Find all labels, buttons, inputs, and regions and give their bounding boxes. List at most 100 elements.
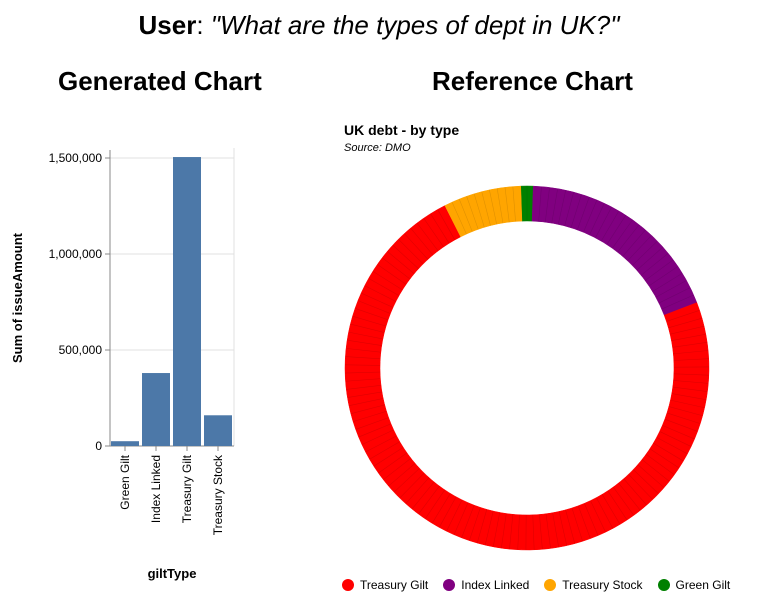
slice-segment-line xyxy=(648,266,679,287)
slice-segment-line xyxy=(352,315,387,327)
generated-chart-heading: Generated Chart xyxy=(58,66,262,96)
slice-segment-line xyxy=(668,317,703,329)
slice-segment-line xyxy=(484,510,494,546)
slice-segment-line xyxy=(595,206,612,239)
slice-segment-line xyxy=(640,253,669,276)
bar xyxy=(204,415,232,446)
slice-segment-line xyxy=(476,509,488,544)
slice-segment-line xyxy=(368,278,400,296)
x-tick-label: Index Linked xyxy=(149,455,163,523)
reference-chart-subtitle: Source: DMO xyxy=(344,142,411,154)
slice-segment-line xyxy=(364,285,397,302)
slice-segment-line xyxy=(613,486,635,516)
slice-segment-line xyxy=(423,218,444,248)
slice-segment-line xyxy=(600,210,620,242)
slice-segment-line xyxy=(438,496,457,528)
slice-segment-line xyxy=(357,300,391,314)
slice-segment-line xyxy=(377,264,407,285)
slice-segment-line xyxy=(539,514,543,550)
slice-segment-line xyxy=(632,240,658,266)
slice-segment-line xyxy=(418,485,440,515)
slice-segment-line xyxy=(672,386,708,392)
slice-segment-line xyxy=(489,189,497,225)
legend-swatch xyxy=(544,579,557,591)
slice-segment-line xyxy=(410,227,434,256)
slice-segment-line xyxy=(617,224,640,253)
slice-segment-line xyxy=(473,193,485,228)
slice-segment-line xyxy=(365,435,397,453)
slice-segment-line xyxy=(545,513,551,549)
slice-segment-line xyxy=(666,310,700,322)
slice-segment-line xyxy=(612,219,633,249)
slice-segment-line xyxy=(469,507,481,541)
slice-segment-line xyxy=(673,358,709,361)
slice-segment-line xyxy=(644,259,674,281)
slice-segment-line xyxy=(348,398,384,406)
bar xyxy=(173,157,201,446)
slice-segment-line xyxy=(372,271,403,291)
slice-segment-line xyxy=(601,494,621,525)
slice-segment-line xyxy=(570,194,582,228)
slice-segment-line xyxy=(669,325,705,335)
slice-segment-line xyxy=(345,364,381,366)
slice-segment-line xyxy=(388,463,416,487)
slice-segment-line xyxy=(393,468,420,493)
slice-segment-line xyxy=(350,323,385,333)
slice-segment-line xyxy=(361,292,394,308)
slice-segment-line xyxy=(461,505,475,538)
generated-bar-chart: 0 500,000 1,000,000 1,500,000 Green Gilt Inde… xyxy=(10,148,235,581)
slice-segment-line xyxy=(590,500,606,533)
slice-segment-line xyxy=(649,448,680,469)
reference-donut-chart xyxy=(344,185,710,551)
slice-segment-line xyxy=(656,437,688,455)
slice-segment-line xyxy=(392,244,419,269)
slice-segment-line xyxy=(509,514,514,550)
slice-segment-line xyxy=(430,213,450,244)
slice-segment-line xyxy=(596,497,614,529)
slice-segment-line xyxy=(538,186,542,222)
query-text: "What are the types of dept in UK?" xyxy=(210,10,620,40)
slice-segment-line xyxy=(347,339,382,346)
slice-segment-line xyxy=(618,482,641,511)
y-tick-label: 1,500,000 xyxy=(49,151,103,165)
slice-segment-line xyxy=(552,512,559,548)
donut-slice xyxy=(344,205,710,551)
legend-label: Treasury Stock xyxy=(562,578,643,592)
slice-segment-line xyxy=(673,380,709,384)
slice-segment-line xyxy=(348,331,383,340)
slice-segment-line xyxy=(673,373,709,376)
slice-segment-line xyxy=(658,287,691,304)
slice-segment-line xyxy=(352,411,387,422)
slice-segment-line xyxy=(458,198,473,232)
slice-segment-line xyxy=(641,459,670,482)
slice-segment-line xyxy=(589,203,605,236)
slice-segment-line xyxy=(571,507,583,542)
slice-segment-line xyxy=(481,191,491,226)
slice-segment-line xyxy=(558,511,568,546)
slice-segment-line xyxy=(577,196,590,230)
slice-segment-line xyxy=(584,503,599,536)
slice-segment-line xyxy=(636,246,664,271)
slice-segment-line xyxy=(577,505,591,539)
slice-segment-line xyxy=(512,186,516,222)
slice-segment-line xyxy=(557,190,567,225)
legend-label: Treasury Gilt xyxy=(360,578,429,592)
slice-segment-line xyxy=(387,251,415,275)
slice-segment-line xyxy=(623,478,647,506)
slice-segment-line xyxy=(346,348,381,353)
slice-segment-line xyxy=(345,371,381,374)
slice-segment-line xyxy=(655,280,687,298)
slice-segment-line xyxy=(361,429,394,445)
slice-segment-line xyxy=(671,333,706,342)
slice-segment-line xyxy=(411,481,435,510)
slice-segment-line xyxy=(358,423,392,438)
x-tick-label: Treasury Stock xyxy=(211,454,225,535)
slice-segment-line xyxy=(350,404,385,414)
slice-segment-line xyxy=(517,514,520,550)
slice-segment-line xyxy=(466,196,479,230)
legend-item: Treasury Gilt xyxy=(342,578,428,592)
reference-chart-heading: Reference Chart xyxy=(432,66,633,96)
legend-item: Treasury Stock xyxy=(544,578,643,592)
slice-segment-line xyxy=(622,229,646,257)
legend-label: Index Linked xyxy=(461,578,530,592)
